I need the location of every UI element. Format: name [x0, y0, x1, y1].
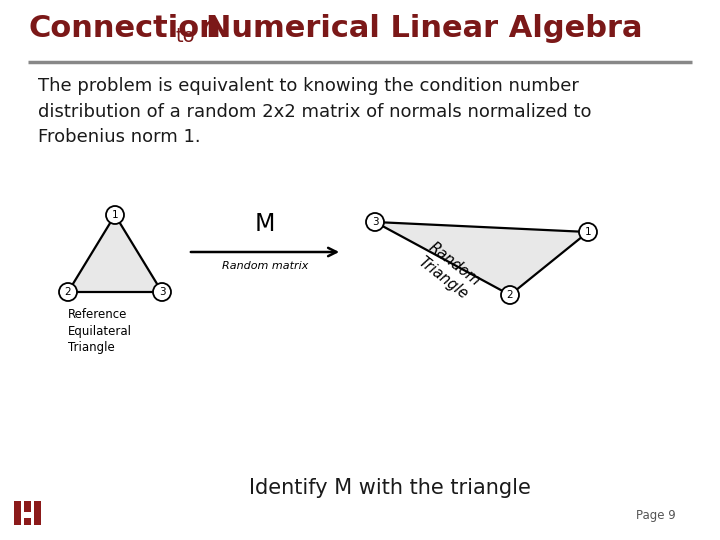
Text: M: M: [255, 212, 275, 236]
Bar: [24, 501, 31, 525]
Text: 2: 2: [507, 290, 513, 300]
Circle shape: [106, 206, 124, 224]
Text: Random matrix: Random matrix: [222, 261, 308, 271]
Circle shape: [59, 283, 77, 301]
Bar: [14, 501, 21, 525]
Text: Identify M with the triangle: Identify M with the triangle: [249, 478, 531, 498]
Circle shape: [366, 213, 384, 231]
Text: The problem is equivalent to knowing the condition number
distribution of a rand: The problem is equivalent to knowing the…: [38, 77, 592, 146]
Text: 2: 2: [65, 287, 71, 297]
Text: Page 9: Page 9: [636, 509, 676, 522]
Text: Reference
Equilateral
Triangle: Reference Equilateral Triangle: [68, 308, 132, 354]
Text: 1: 1: [585, 227, 591, 237]
Bar: [24, 512, 31, 518]
Circle shape: [579, 223, 597, 241]
Text: Random
Triangle: Random Triangle: [415, 240, 483, 303]
Circle shape: [501, 286, 519, 304]
Text: Connection: Connection: [28, 14, 221, 43]
Text: 1: 1: [112, 210, 118, 220]
Polygon shape: [375, 222, 588, 295]
Text: 3: 3: [158, 287, 166, 297]
Text: Numerical Linear Algebra: Numerical Linear Algebra: [206, 14, 642, 43]
Text: to: to: [176, 27, 196, 46]
Polygon shape: [68, 215, 162, 292]
Circle shape: [153, 283, 171, 301]
Bar: [34, 501, 41, 525]
Text: 3: 3: [372, 217, 378, 227]
